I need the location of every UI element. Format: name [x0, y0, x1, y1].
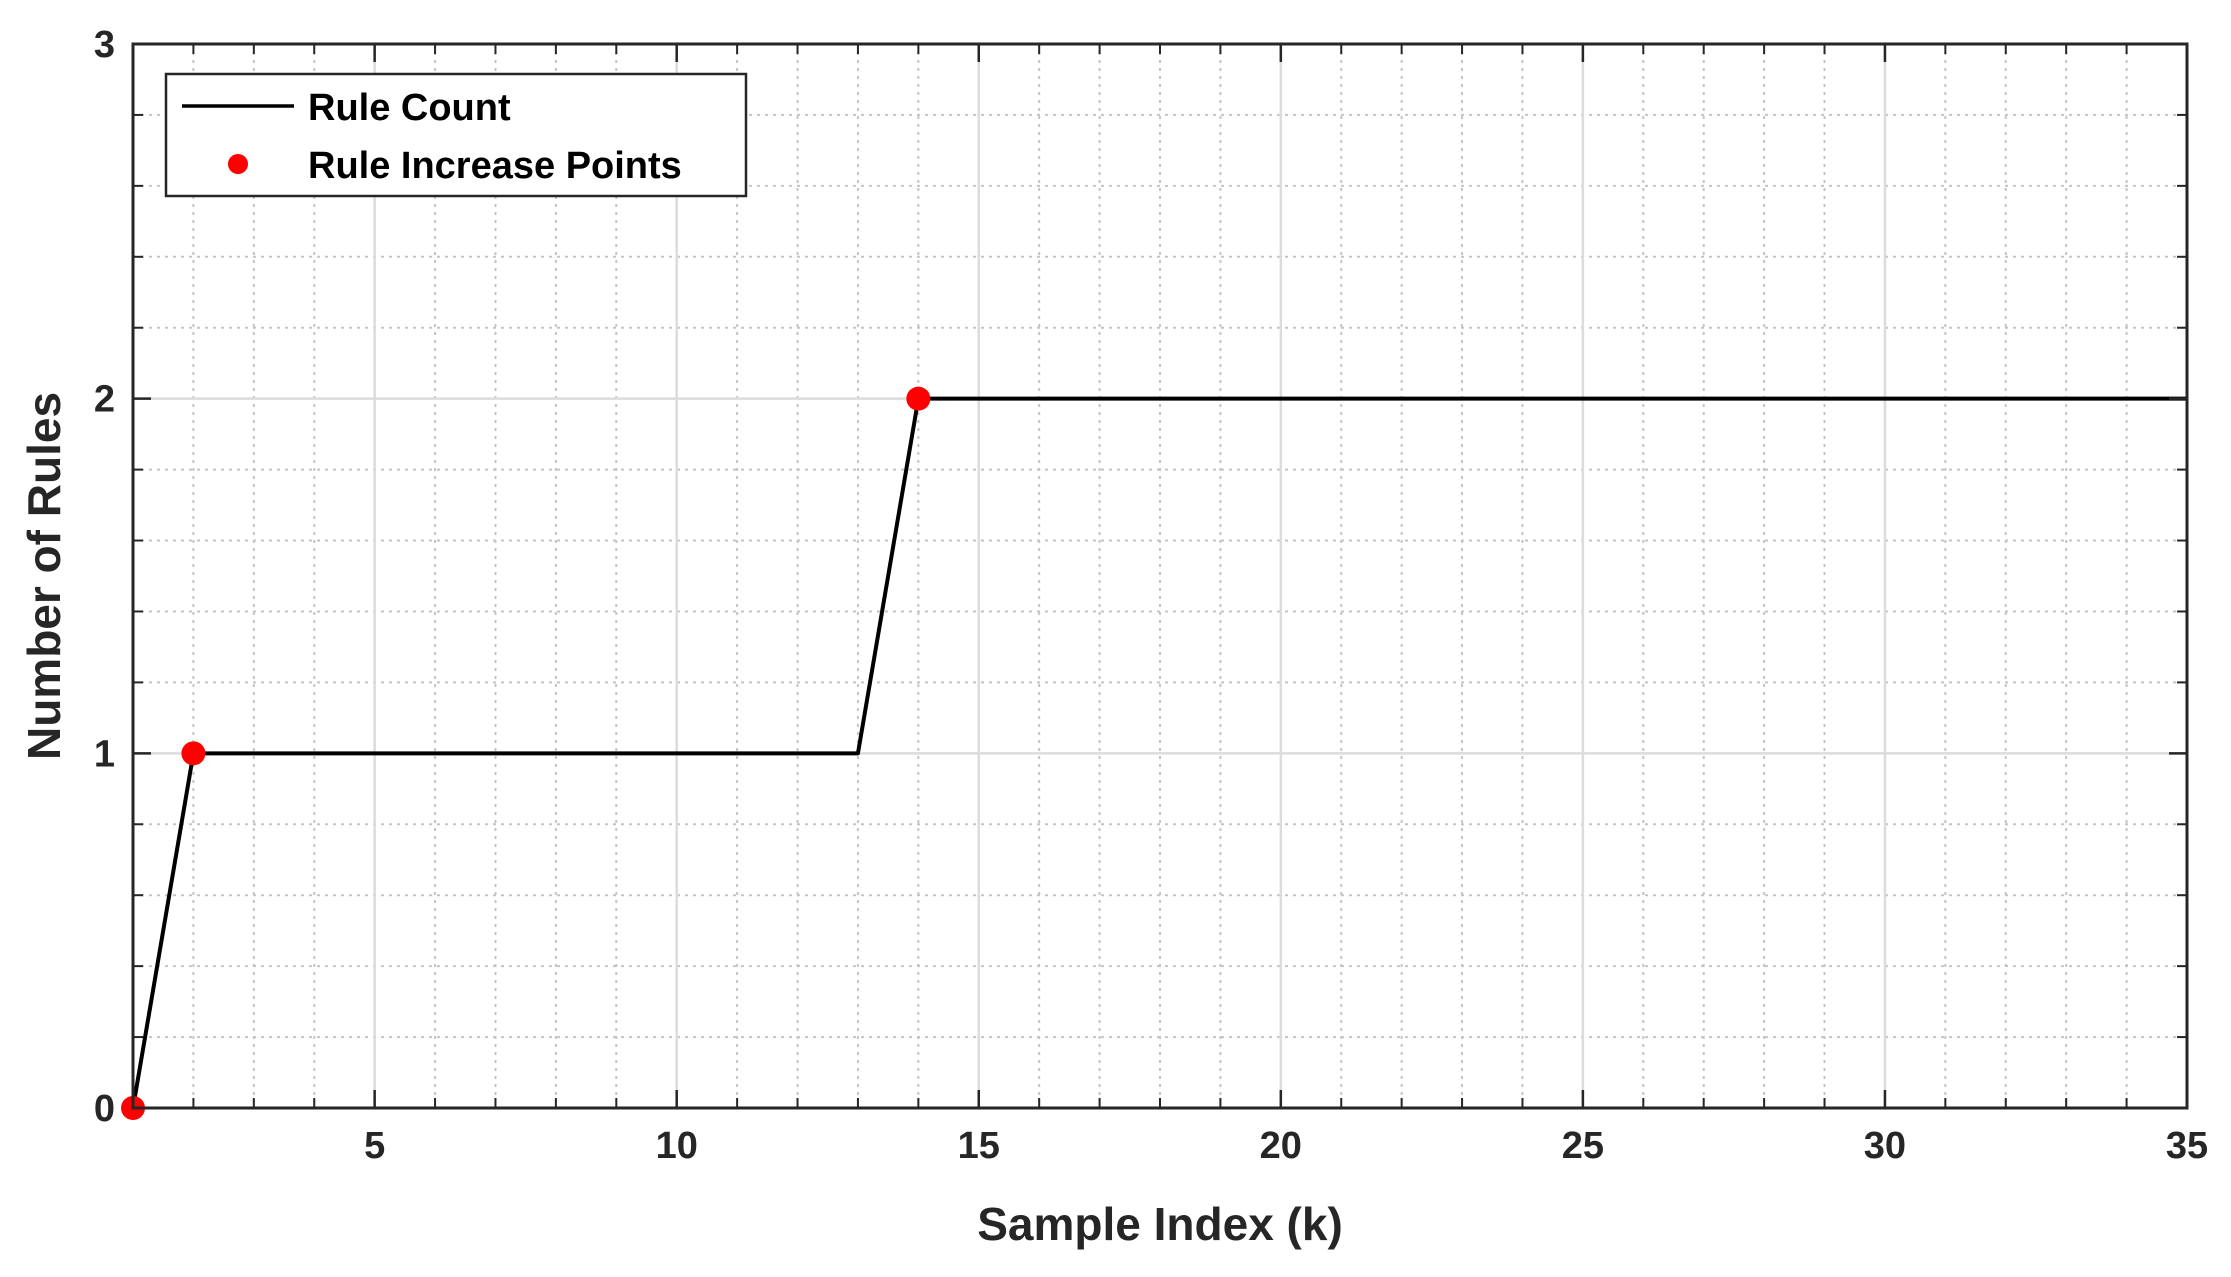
rule-increase-point — [906, 386, 931, 411]
x-tick-label: 25 — [1562, 1125, 1604, 1167]
legend-label-rule-count: Rule Count — [308, 87, 511, 129]
rule-increase-point — [181, 741, 206, 766]
x-tick-label: 20 — [1260, 1125, 1302, 1167]
legend-box — [164, 72, 748, 198]
y-tick-labels: 0 1 2 3 — [94, 24, 115, 1130]
x-tick-labels: 5 10 15 20 25 30 35 — [364, 1125, 2208, 1167]
y-tick-label: 1 — [94, 733, 115, 775]
y-tick-label: 2 — [94, 379, 115, 421]
minor-grid — [132, 44, 2187, 1108]
x-axis-label: Sample Index (k) — [977, 1198, 1343, 1250]
y-axis-label: Number of Rules — [18, 392, 70, 760]
series-markers — [121, 386, 931, 1120]
axis-ticks — [132, 42, 2189, 1110]
legend-label-rule-increase-points: Rule Increase Points — [308, 145, 682, 187]
legend: Rule Count Rule Increase Points — [164, 72, 748, 198]
x-tick-label: 5 — [364, 1125, 385, 1167]
y-tick-label: 0 — [94, 1088, 115, 1130]
y-tick-label: 3 — [94, 24, 115, 66]
series-lines — [131, 396, 2187, 1109]
x-tick-label: 15 — [958, 1125, 1000, 1167]
series-line-rule-count — [131, 396, 2187, 1109]
x-tick-label: 10 — [656, 1125, 698, 1167]
legend-marker-sample — [228, 154, 248, 174]
x-tick-label: 35 — [2166, 1125, 2208, 1167]
x-tick-label: 30 — [1864, 1125, 1906, 1167]
